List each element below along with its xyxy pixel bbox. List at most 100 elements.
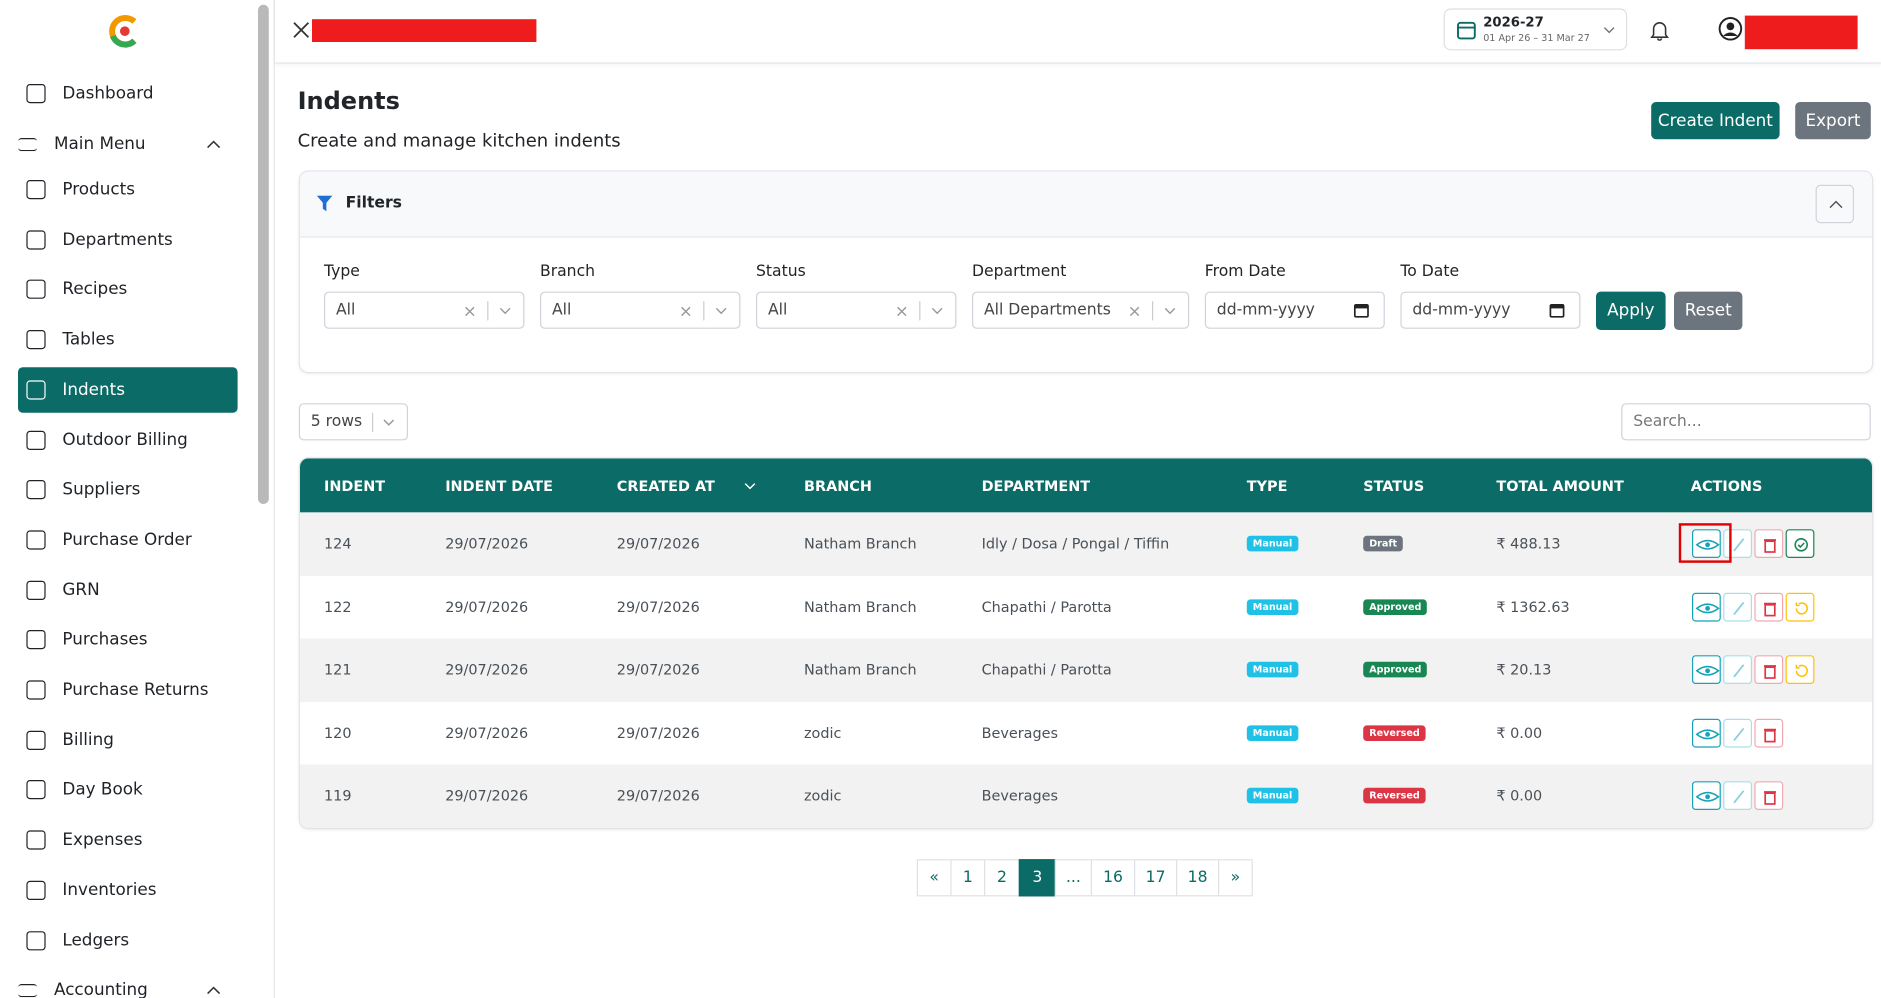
page-link[interactable]: 2 [984, 859, 1021, 897]
status-badge: Draft [1363, 535, 1404, 552]
menu-label: Accounting [54, 980, 148, 998]
menu-item[interactable]: Dashboard [18, 71, 238, 117]
menu-label: Purchase Order [62, 530, 192, 550]
logo [109, 15, 137, 48]
clear-icon [681, 306, 691, 317]
menu-item[interactable]: Outdoor Billing [18, 417, 238, 463]
menu-item[interactable]: Purchase Returns [18, 667, 238, 713]
apply-button[interactable]: Apply [1596, 291, 1666, 330]
fy-range: 01 Apr 26 – 31 Mar 27 [1483, 32, 1590, 44]
page-subtitle: Create and manage kitchen indents [297, 129, 621, 152]
menu-item[interactable]: Day Book [18, 767, 238, 813]
bell-icon[interactable] [1650, 19, 1669, 41]
menu-item[interactable]: Tables [18, 317, 238, 363]
filter-input[interactable]: dd-mm-yyyy [1400, 291, 1581, 329]
filter-input[interactable]: dd-mm-yyyy [1204, 291, 1385, 329]
filter-input[interactable]: All Departments [972, 291, 1190, 329]
page-link[interactable]: » [1218, 859, 1253, 897]
edit-button[interactable] [1723, 529, 1753, 558]
menu-item[interactable]: Products [18, 167, 238, 213]
view-button[interactable] [1692, 529, 1721, 558]
calendar-icon [1353, 303, 1369, 318]
sort-icon [744, 483, 756, 490]
menu-item[interactable]: Inventories [18, 867, 238, 913]
table-cell: ₹ 1362.63 [1496, 598, 1570, 615]
filter-value: All [552, 301, 572, 320]
menu-icon [26, 84, 46, 104]
view-button[interactable] [1692, 592, 1721, 621]
delete-icon [1764, 602, 1777, 616]
delete-button[interactable] [1754, 655, 1784, 684]
filter-input[interactable]: All [756, 291, 957, 329]
export-button[interactable]: Export [1795, 102, 1871, 140]
edit-button[interactable] [1723, 781, 1753, 811]
menu-item[interactable]: Purchase Order [18, 517, 238, 563]
edit-button[interactable] [1723, 718, 1753, 747]
table-row [300, 512, 1873, 576]
table-cell: Idly / Dosa / Pongal / Tiffin [981, 535, 1170, 552]
edit-button[interactable] [1723, 592, 1753, 621]
user-icon[interactable] [1718, 17, 1743, 41]
divider [372, 412, 374, 433]
table-cell: ₹ 20.13 [1496, 661, 1552, 678]
menu-item[interactable]: Purchases [18, 617, 238, 663]
page-link[interactable]: 3 [1018, 859, 1056, 897]
revert-button[interactable] [1785, 655, 1815, 684]
view-button[interactable] [1692, 781, 1721, 811]
revert-button[interactable] [1785, 592, 1815, 621]
view-button[interactable] [1692, 718, 1721, 747]
page-link[interactable]: « [916, 859, 952, 897]
table-cell: ₹ 488.13 [1496, 535, 1561, 552]
menu-item[interactable]: Suppliers [18, 467, 238, 513]
menu-item[interactable]: Recipes [18, 267, 238, 313]
page-link[interactable]: 1 [950, 859, 986, 897]
sidebar: Dashboard Main Menu Products Departments Rec… [0, 0, 275, 998]
fy-selector[interactable]: 2026-27 01 Apr 26 – 31 Mar 27 [1443, 8, 1628, 51]
table-cell: ₹ 0.00 [1496, 724, 1543, 741]
menu-icon [18, 137, 38, 151]
collapse-button[interactable] [1815, 184, 1855, 224]
table-cell: 29/07/2026 [445, 535, 529, 552]
menu-item[interactable]: Ledgers [18, 917, 238, 963]
divider [1152, 301, 1154, 321]
delete-button[interactable] [1754, 592, 1784, 621]
rows-select[interactable]: 5 rows [298, 403, 409, 441]
search-input[interactable]: Search... [1621, 403, 1871, 441]
page-link[interactable]: ... [1054, 859, 1092, 897]
revert-icon [1795, 664, 1808, 677]
page-link[interactable]: 18 [1176, 859, 1220, 897]
menu-label: Billing [62, 730, 114, 750]
menu-icon [26, 380, 46, 400]
menu-item[interactable]: GRN [18, 567, 238, 613]
filter-input[interactable]: All [324, 291, 525, 329]
delete-button[interactable] [1754, 781, 1784, 811]
redacted [1744, 15, 1858, 50]
filter-input[interactable]: All [540, 291, 741, 329]
menu-item[interactable]: Indents [18, 366, 238, 413]
close-icon[interactable] [293, 22, 310, 39]
table-cell: 124 [324, 535, 352, 552]
column-header: TOTAL AMOUNT [1496, 477, 1624, 495]
create-button[interactable]: Create Indent [1651, 102, 1780, 140]
page-link[interactable]: 17 [1134, 859, 1178, 897]
reset-button[interactable]: Reset [1674, 291, 1743, 330]
menu-item[interactable]: Main Menu [10, 121, 230, 167]
chevron-up [1829, 200, 1843, 209]
view-icon [1695, 602, 1720, 613]
view-button[interactable] [1692, 655, 1721, 684]
menu-item[interactable]: Expenses [18, 817, 238, 863]
menu-item[interactable]: Billing [18, 717, 238, 763]
delete-button[interactable] [1754, 718, 1784, 747]
menu-label: Main Menu [54, 134, 146, 154]
menu-item[interactable]: Accounting [10, 967, 230, 998]
approve-button[interactable] [1785, 529, 1815, 558]
scrollbar[interactable] [258, 4, 269, 505]
delete-button[interactable] [1754, 529, 1784, 558]
page-link[interactable]: 16 [1090, 859, 1136, 897]
edit-button[interactable] [1723, 655, 1753, 684]
filter-value: dd-mm-yyyy [1412, 301, 1511, 320]
menu-item[interactable]: Departments [18, 217, 238, 263]
column-header: STATUS [1363, 477, 1425, 495]
column-header: TYPE [1246, 477, 1288, 495]
menu-label: Day Book [62, 780, 143, 800]
